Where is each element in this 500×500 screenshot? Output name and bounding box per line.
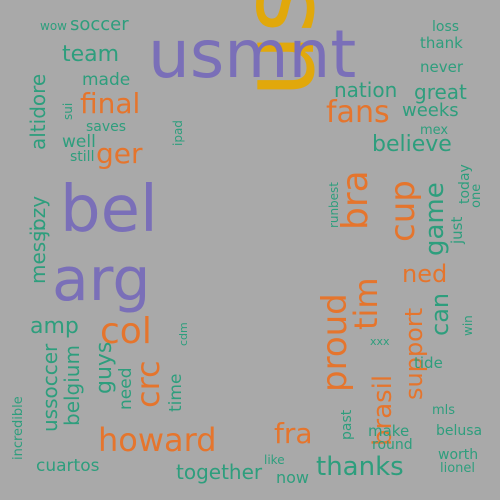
- word-need: need: [116, 367, 136, 410]
- word-lionel: lionel: [440, 461, 476, 476]
- word-arg: arg: [52, 245, 151, 315]
- word-wow: wow: [40, 19, 67, 33]
- word-ipad: ipad: [171, 120, 185, 146]
- word-tim: tim: [347, 277, 385, 330]
- word-make: make: [368, 422, 410, 440]
- word-messi: messi: [26, 225, 50, 284]
- word-crc: crc: [129, 360, 167, 408]
- word-cuartos: cuartos: [36, 456, 100, 476]
- word-altidore: altidore: [26, 73, 50, 150]
- word-guys: guys: [92, 341, 117, 394]
- word-just: just: [448, 216, 466, 244]
- word-saves: saves: [86, 119, 127, 135]
- word-weeks: weeks: [402, 100, 459, 121]
- word-mls: mls: [432, 403, 456, 418]
- word-col: col: [100, 311, 152, 352]
- word-ger: ger: [96, 137, 143, 170]
- word-believe: believe: [372, 132, 452, 157]
- word-together: together: [176, 460, 263, 484]
- word-thank: thank: [420, 34, 463, 52]
- word-loss: loss: [432, 19, 460, 35]
- word-xxx: xxx: [370, 335, 390, 348]
- word-soccer: soccer: [70, 14, 129, 35]
- word-bel: bel: [60, 173, 158, 247]
- word-amp: amp: [30, 314, 79, 339]
- word-ussoccer: ussoccer: [38, 343, 62, 432]
- word-one: one: [469, 183, 484, 208]
- word-round: round: [372, 437, 413, 453]
- word-belgium: belgium: [60, 345, 84, 426]
- word-can: can: [426, 292, 454, 336]
- word-best: best: [327, 182, 341, 208]
- word-usmnt: usmnt: [148, 16, 357, 93]
- word-sui: sui: [61, 102, 75, 120]
- word-made: made: [82, 70, 131, 90]
- word-game: game: [420, 182, 450, 256]
- word-cdm: cdm: [177, 322, 190, 346]
- word-never: never: [420, 58, 464, 76]
- word-final: final: [80, 87, 141, 120]
- word-past: past: [339, 409, 355, 440]
- word-like: like: [264, 453, 285, 467]
- word-now: now: [276, 468, 310, 487]
- word-win: win: [461, 315, 475, 336]
- word-worth: worth: [438, 447, 479, 463]
- word-run: run: [327, 207, 341, 228]
- word-ned: ned: [402, 260, 448, 288]
- word-time: time: [166, 373, 186, 412]
- word-mex: mex: [420, 123, 449, 138]
- word-well: well: [62, 132, 96, 152]
- word-thanks: thanks: [316, 452, 404, 482]
- word-fans: fans: [326, 95, 390, 130]
- word-belusa: belusa: [436, 423, 483, 439]
- word-cup: cup: [383, 180, 423, 242]
- word-incredible: incredible: [11, 396, 26, 460]
- word-bra: bra: [335, 170, 376, 230]
- word-team: team: [62, 42, 120, 67]
- word-tide: tide: [414, 354, 443, 372]
- word-howard: howard: [98, 421, 217, 459]
- word-great: great: [414, 80, 467, 104]
- word-fra: fra: [274, 417, 313, 450]
- word-still: still: [70, 149, 95, 165]
- word-nation: nation: [334, 78, 398, 102]
